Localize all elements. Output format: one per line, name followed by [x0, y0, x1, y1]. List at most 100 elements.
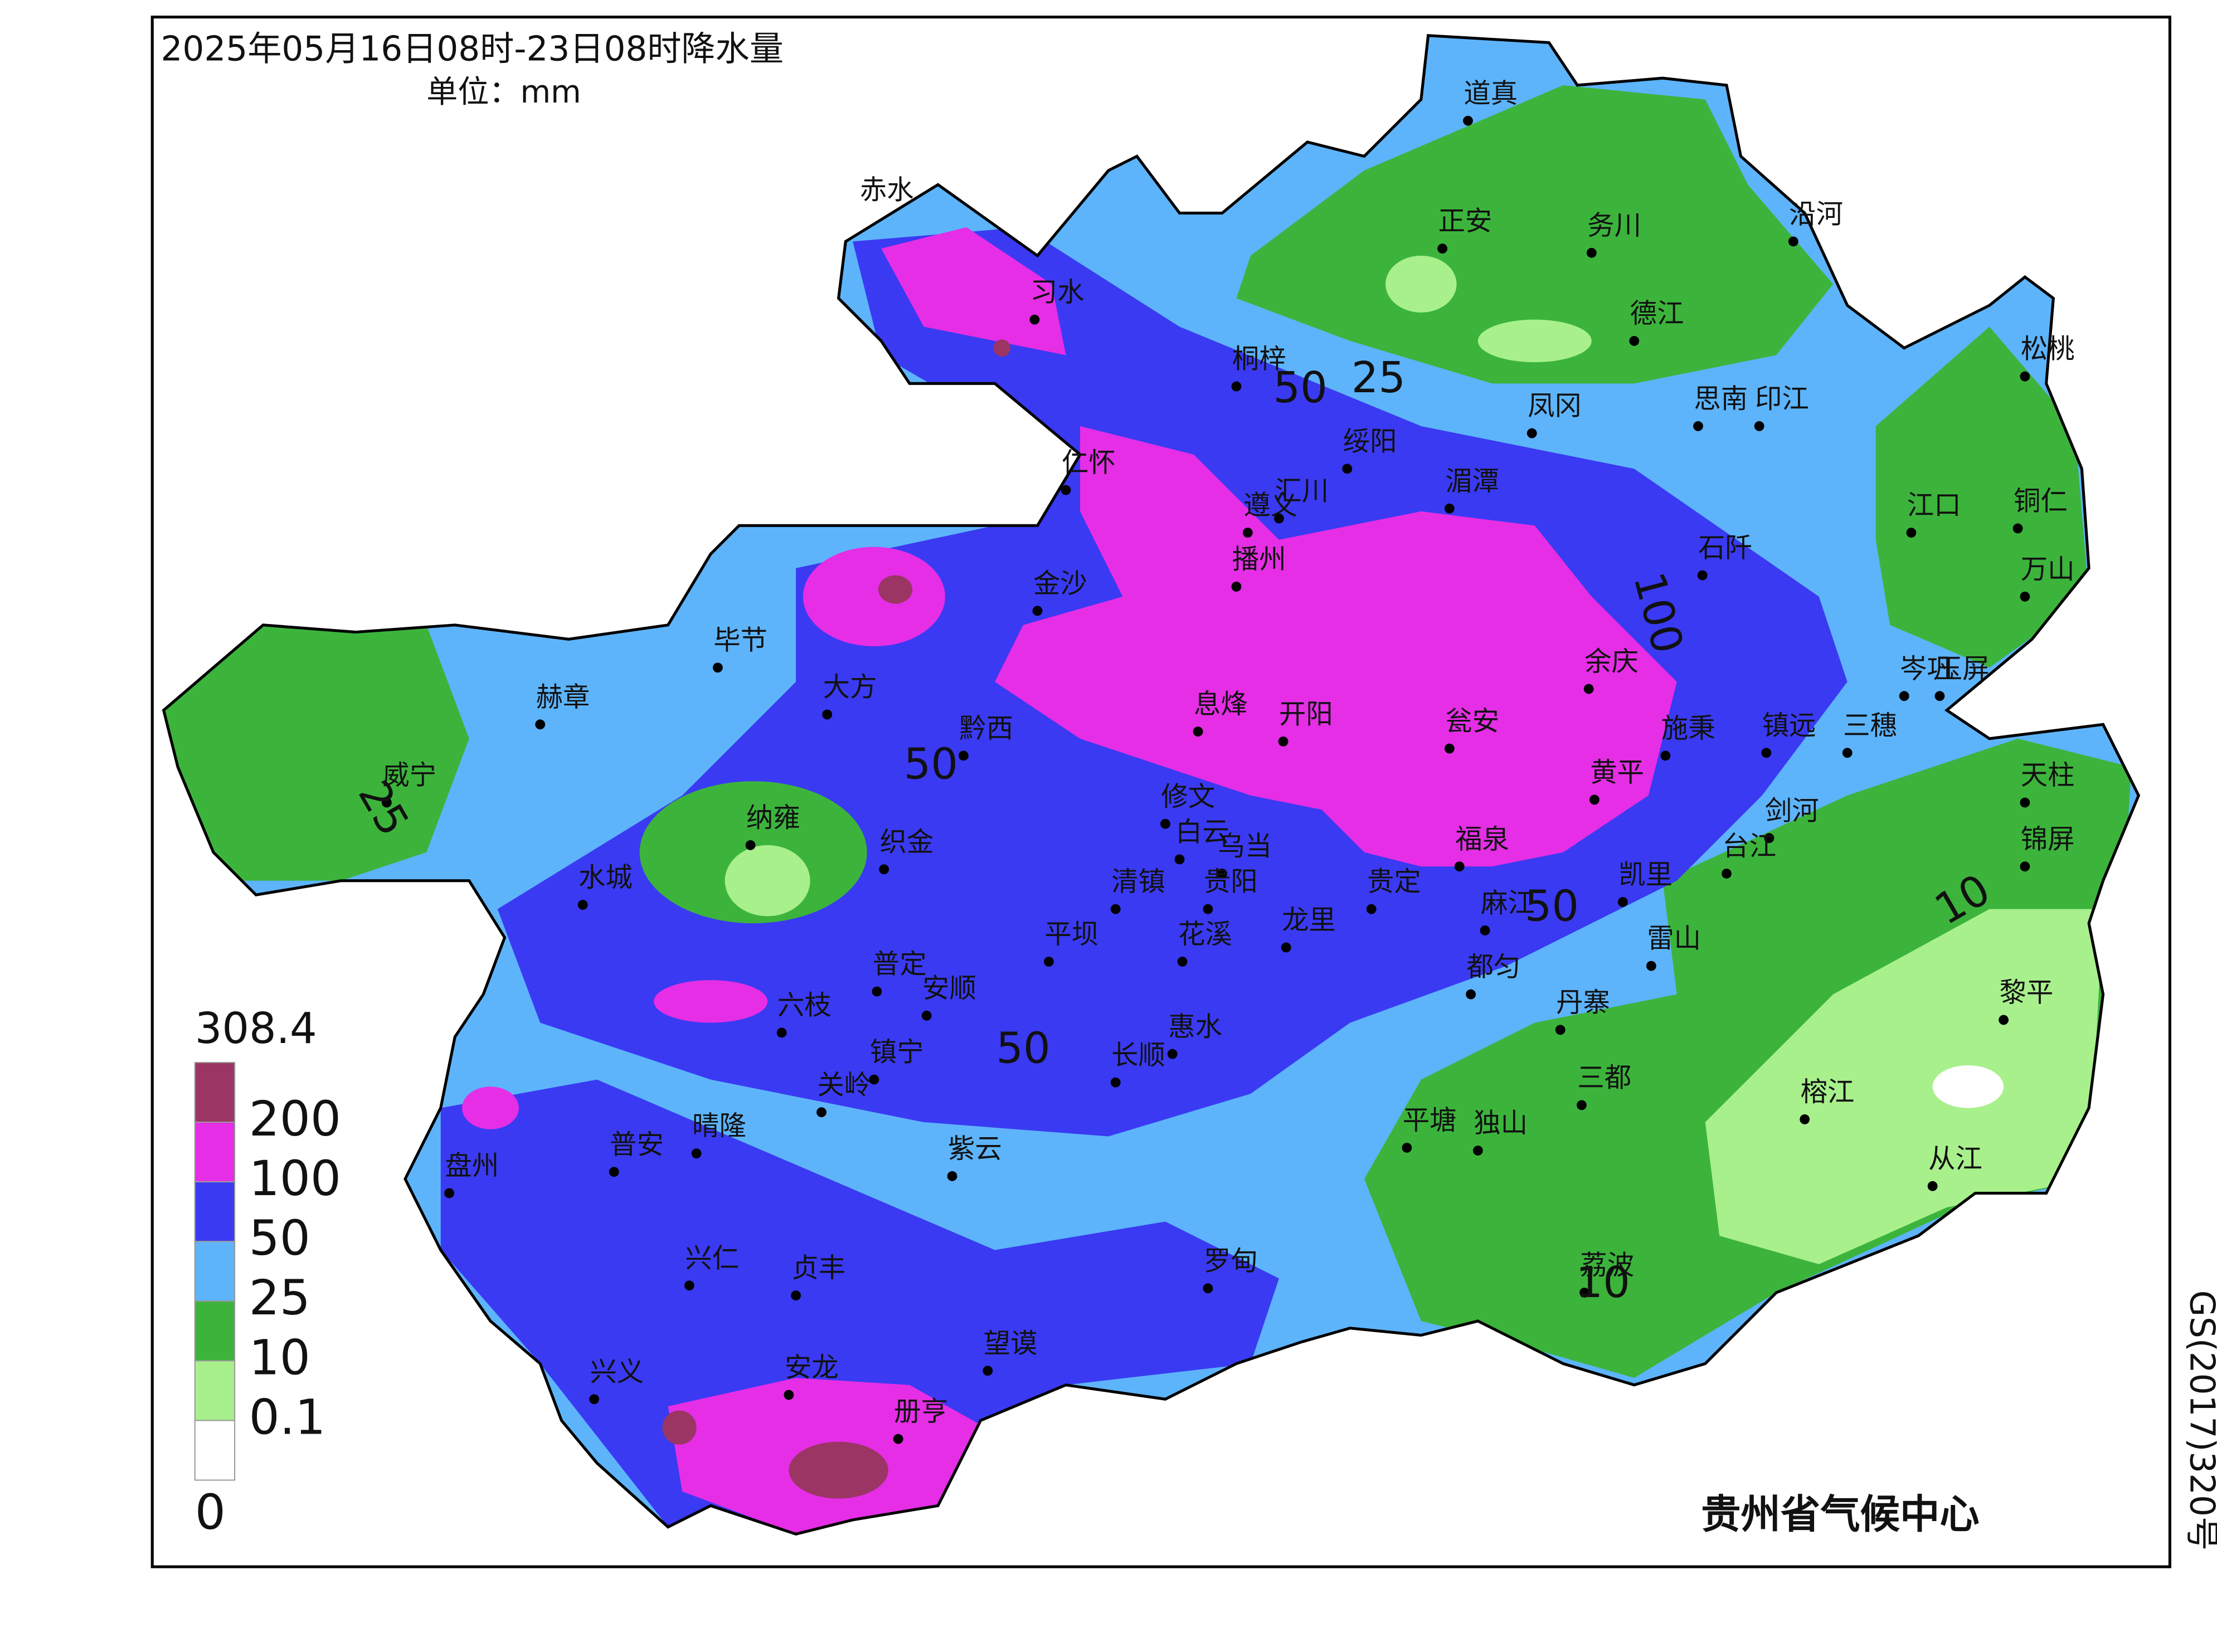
city-label: 安龙 — [785, 1352, 839, 1383]
region — [1236, 85, 1834, 384]
city-dot — [2020, 371, 2030, 382]
city-label: 雷山 — [1647, 923, 1701, 954]
city-dot — [776, 1027, 787, 1038]
city-dot — [1402, 1143, 1412, 1153]
city-dot — [822, 709, 833, 720]
city-dot — [381, 797, 392, 808]
city-label: 播州 — [1232, 544, 1286, 575]
city-dot — [1617, 896, 1628, 907]
city-dot — [1589, 795, 1599, 805]
region — [803, 547, 945, 646]
city-dot — [684, 1280, 694, 1291]
city-label: 正安 — [1438, 206, 1492, 237]
city-dot — [1203, 904, 1213, 914]
city-label: 湄潭 — [1445, 466, 1499, 497]
city-label: 安顺 — [922, 973, 976, 1004]
city-dot — [1217, 868, 1227, 879]
region — [163, 625, 469, 881]
city-dot — [1029, 314, 1040, 325]
city-dot — [1899, 691, 1909, 701]
city-label: 织金 — [880, 826, 934, 857]
city-label: 思南 — [1694, 383, 1748, 415]
city-label: 务川 — [1587, 210, 1641, 241]
city-label: 独山 — [1474, 1108, 1528, 1139]
city-label: 黔西 — [959, 713, 1013, 744]
city-label: 水城 — [578, 862, 633, 893]
city-dot — [1444, 503, 1455, 514]
city-label: 都匀 — [1466, 952, 1520, 983]
city-label: 道真 — [1464, 78, 1518, 109]
city-dot — [1555, 1025, 1565, 1035]
city-label: 从江 — [1928, 1143, 1982, 1175]
city-label: 剑河 — [1765, 795, 1819, 826]
city-dot — [745, 840, 756, 850]
city-label: 施秉 — [1661, 713, 1715, 744]
city-dot — [1366, 904, 1377, 914]
city-dot — [1788, 236, 1798, 247]
legend-swatch — [194, 1181, 236, 1242]
legend-label: 50 — [249, 1211, 310, 1266]
city-dot — [1177, 957, 1188, 967]
legend-label: 100 — [249, 1151, 341, 1207]
city-dot — [1110, 1077, 1121, 1088]
city-label: 台江 — [1722, 831, 1776, 862]
legend-swatch — [194, 1061, 236, 1123]
city-dot — [1193, 727, 1203, 737]
city-dot — [444, 1188, 454, 1198]
approval: GS(2017)320号 — [2182, 1290, 2217, 1551]
city-label: 锦屏 — [2021, 823, 2075, 855]
city-label: 威宁 — [382, 760, 436, 791]
region — [725, 845, 810, 917]
city-dot — [1167, 1049, 1178, 1059]
city-label: 晴隆 — [692, 1110, 746, 1142]
contour-label: 25 — [1351, 353, 1406, 403]
city-dot — [2020, 591, 2030, 602]
city-label: 余庆 — [1584, 646, 1639, 678]
city-dot — [816, 1107, 826, 1118]
city-label: 清镇 — [1111, 866, 1165, 898]
city-label: 普定 — [873, 949, 927, 980]
city-dot — [879, 864, 889, 875]
city-dot — [1203, 1283, 1213, 1294]
city-label: 天柱 — [2021, 760, 2075, 791]
city-label: 岑巩 — [1900, 653, 1954, 684]
legend-swatch — [194, 1300, 236, 1362]
city-label: 紫云 — [948, 1133, 1002, 1164]
region — [1705, 909, 2103, 1265]
city-dot — [1764, 833, 1774, 844]
city-dot — [1231, 381, 1242, 392]
city-dot — [1586, 247, 1597, 258]
city-label: 镇宁 — [870, 1037, 924, 1068]
city-dot — [712, 662, 723, 673]
city-dot — [784, 1390, 794, 1400]
legend-swatch — [194, 1241, 236, 1302]
city-label: 开阳 — [1279, 699, 1333, 730]
city-dot — [1281, 942, 1291, 953]
legend-label: 308.4 — [195, 1004, 317, 1054]
province-border — [162, 34, 2141, 1536]
city-dot — [1437, 243, 1448, 254]
region — [881, 227, 1066, 355]
city-dot — [2020, 861, 2030, 872]
contour-label: 10 — [1576, 1258, 1630, 1308]
region — [440, 1079, 1279, 1527]
city-label: 石阡 — [1698, 533, 1752, 564]
city-dot — [2012, 523, 2023, 534]
city-dot — [947, 1171, 957, 1181]
city-label: 镇远 — [1762, 710, 1816, 741]
city-label: 绥阳 — [1343, 426, 1397, 457]
city-dot — [577, 900, 588, 910]
city-dot — [1463, 115, 1473, 126]
region — [1932, 1065, 2004, 1108]
city-dot — [1480, 925, 1490, 935]
city-label: 印江 — [1755, 383, 1809, 415]
city-dot — [1466, 989, 1476, 1000]
legend-swatch — [194, 1360, 236, 1421]
region — [1385, 255, 1457, 313]
city-label: 榕江 — [1801, 1076, 1855, 1108]
city-dot — [1646, 961, 1656, 971]
city-label: 仁怀 — [1062, 447, 1116, 479]
city-label: 六枝 — [777, 990, 832, 1021]
